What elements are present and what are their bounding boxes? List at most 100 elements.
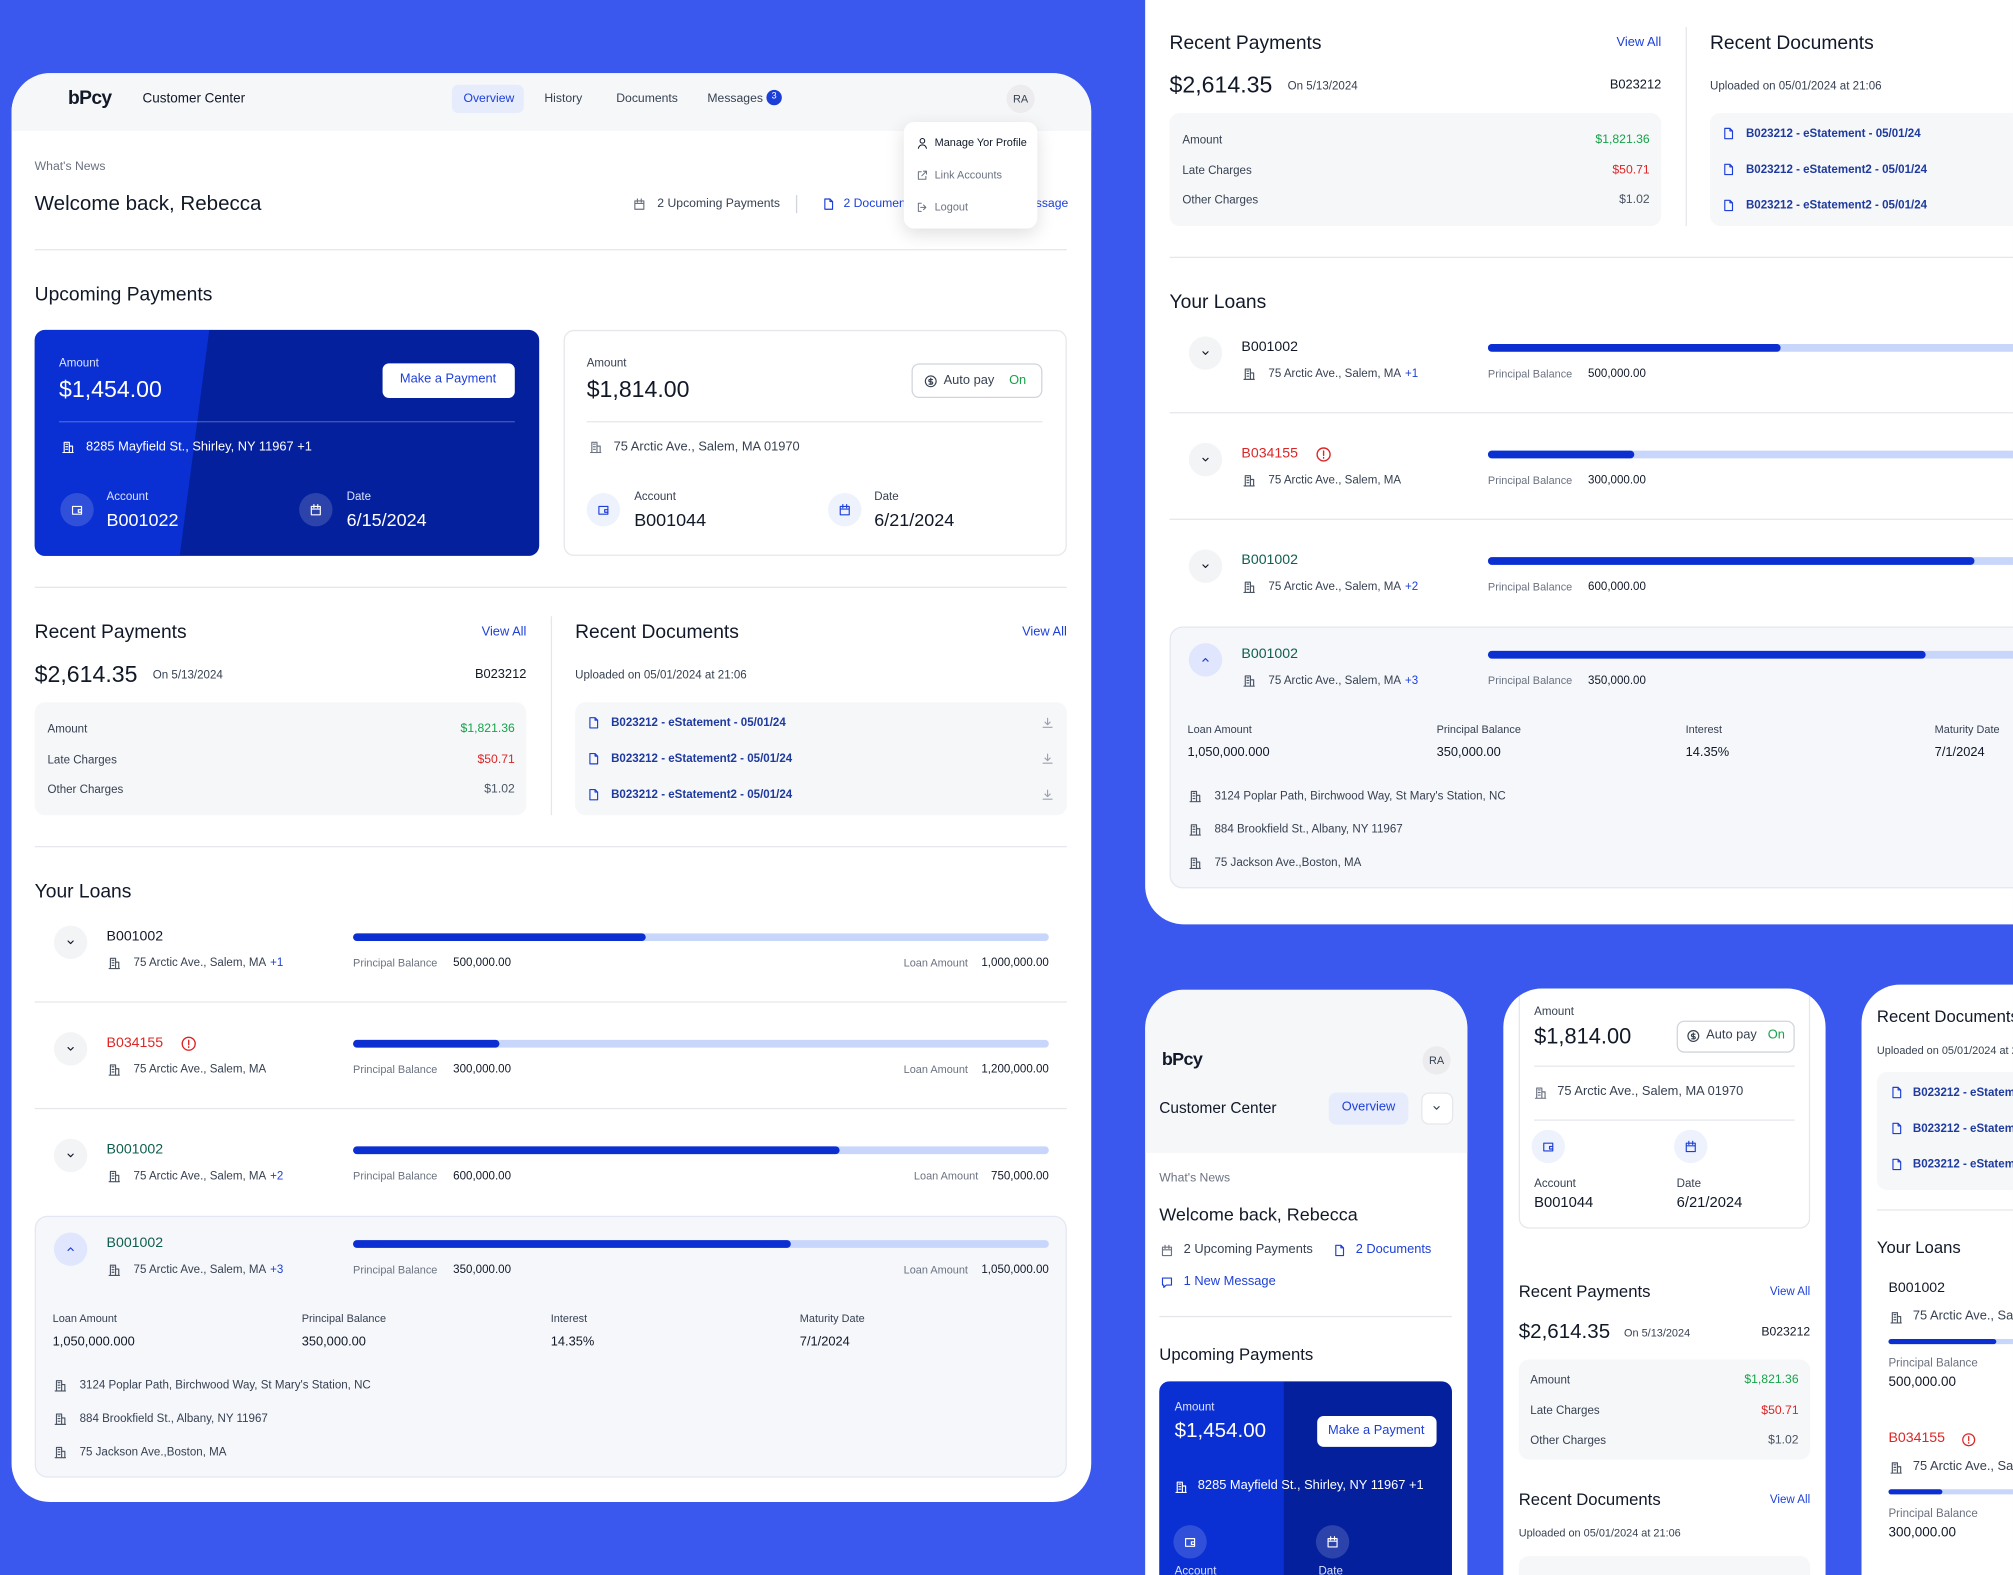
autopay-toggle[interactable] [1676,1020,1795,1053]
nav-tab[interactable]: History [544,91,583,106]
chevron-button[interactable] [1188,549,1223,583]
nav-tab[interactable]: Overview [463,91,515,106]
summary-box [1518,1359,1811,1460]
icon-bld [54,1446,67,1459]
avatar[interactable] [1006,84,1035,113]
icon-dl [1042,753,1053,764]
icon-shape [1243,475,1255,487]
menu-item[interactable]: Logout [934,200,968,213]
icon-down [67,1047,74,1051]
icon-cal [839,503,850,516]
section-title: Your Loans [1876,1237,1961,1258]
detail-label: Loan Amount [1187,722,1252,736]
document-link[interactable]: B023212 - eStatement2 - 05/01/24 [1912,1157,2013,1171]
tab-active[interactable] [1328,1092,1409,1125]
address: 8285 Mayfield St., Shirley, NY 11967 +1 [86,440,312,455]
label: Amount [586,356,627,370]
link[interactable]: View All [1769,1284,1811,1298]
document-link[interactable]: B023212 - eStatement2 - 05/01/24 [611,787,793,801]
news-item[interactable]: 2 Documents [1355,1242,1432,1257]
payment-card [1518,988,1811,1229]
document-link[interactable]: B023212 - eStatement - 05/01/24 [1912,1085,2013,1099]
news-item[interactable]: 2 Upcoming Payments [657,196,781,211]
icon-shape [1433,1106,1440,1110]
avatar-initials: RA [1013,92,1029,106]
divider [34,586,1067,588]
autopay-state: On [1767,1028,1785,1043]
chevron-button[interactable] [53,1138,88,1173]
icon-shape [1724,127,1734,140]
chevron-button[interactable] [1188,643,1223,677]
chevron-button[interactable] [1188,442,1223,477]
nav-tab[interactable]: Messages [707,91,763,106]
row-label: Other Charges [1182,193,1259,207]
row-label: Amount [1530,1373,1571,1386]
document-link[interactable]: B023212 - eStatement2 - 05/01/24 [1745,198,1928,212]
chevron-button[interactable] [53,925,88,959]
divider [586,421,1043,423]
document-link[interactable]: B023212 - eStatement2 - 05/01/24 [1912,1121,2013,1135]
badge [766,89,782,106]
menu-item[interactable]: Manage Yor Profile [934,135,1027,149]
label: Principal Balance [353,956,438,970]
icon-shape [1890,1312,1902,1324]
icon-shape [1243,581,1255,594]
icon-shape [1327,1536,1338,1548]
detail-label: Interest [550,1311,588,1325]
link[interactable]: View All [1769,1492,1811,1506]
icon-bld [1243,475,1255,487]
document-link[interactable]: B023212 - eStatement - 05/01/24 [1745,126,1921,140]
document-link[interactable]: B023212 - eStatement2 - 05/01/24 [611,751,793,765]
icon-up [67,1247,74,1251]
icon-shape [1892,1158,1902,1171]
icon-dl [1042,789,1053,800]
link[interactable]: View All [1616,35,1662,51]
news-item[interactable]: 2 Upcoming Payments [1183,1242,1313,1257]
icon-bld [1189,790,1201,803]
loan-id: B001002 [106,928,164,945]
value: 600,000.00 [1588,579,1646,593]
loan-expanded [1169,626,2013,889]
loan-id: B001002 [106,1235,164,1251]
row-value: $1.02 [484,782,515,797]
menu-item[interactable]: Link Accounts [934,168,1002,181]
icon-shape [1892,1122,1902,1135]
document-link[interactable]: B023212 - eStatement - 05/01/24 [611,715,786,729]
total: $2,614.35 [34,661,138,688]
autopay-state: On [1009,373,1027,388]
autopay-toggle[interactable] [911,363,1043,398]
address: 75 Arctic Ave., Salem, MA [1912,1459,2013,1474]
value: B001022 [106,509,179,530]
value: 300,000.00 [1888,1524,1956,1541]
document-link[interactable]: B023212 - eStatement2 - 05/01/24 [1745,162,1928,176]
progress-track [1888,1489,2013,1495]
nav-tab[interactable]: Documents [616,91,678,106]
button[interactable] [1317,1416,1437,1447]
icon-bld [1189,857,1201,870]
news-item[interactable]: 1 New Message [1183,1274,1276,1289]
extra-count: +1 [1404,366,1419,380]
progress-fill [1487,650,1927,659]
icon-doc [1892,1122,1902,1135]
chevron-button[interactable] [1188,336,1223,370]
avatar[interactable] [1422,1046,1451,1075]
row-value: $1,821.36 [1595,132,1650,147]
row-value: $50.71 [1612,163,1650,178]
documents-box [1710,112,2013,226]
icon-shape [108,957,120,970]
link[interactable]: View All [1022,625,1067,640]
section-title: Recent Payments [1169,32,1322,54]
button[interactable] [382,363,515,398]
icon-doc [1724,163,1734,176]
chevron-button[interactable] [53,1232,88,1266]
value: 750,000.00 [991,1169,1049,1182]
payment-card [563,329,1067,556]
chevron-button[interactable] [53,1032,88,1066]
divider [34,1001,1067,1003]
extra-count: +1 [270,955,284,969]
news-item[interactable]: 2 Documents [843,196,916,211]
value: 1,000,000.00 [981,955,1049,969]
link[interactable]: View All [481,625,527,640]
icon-alert [1316,447,1331,462]
